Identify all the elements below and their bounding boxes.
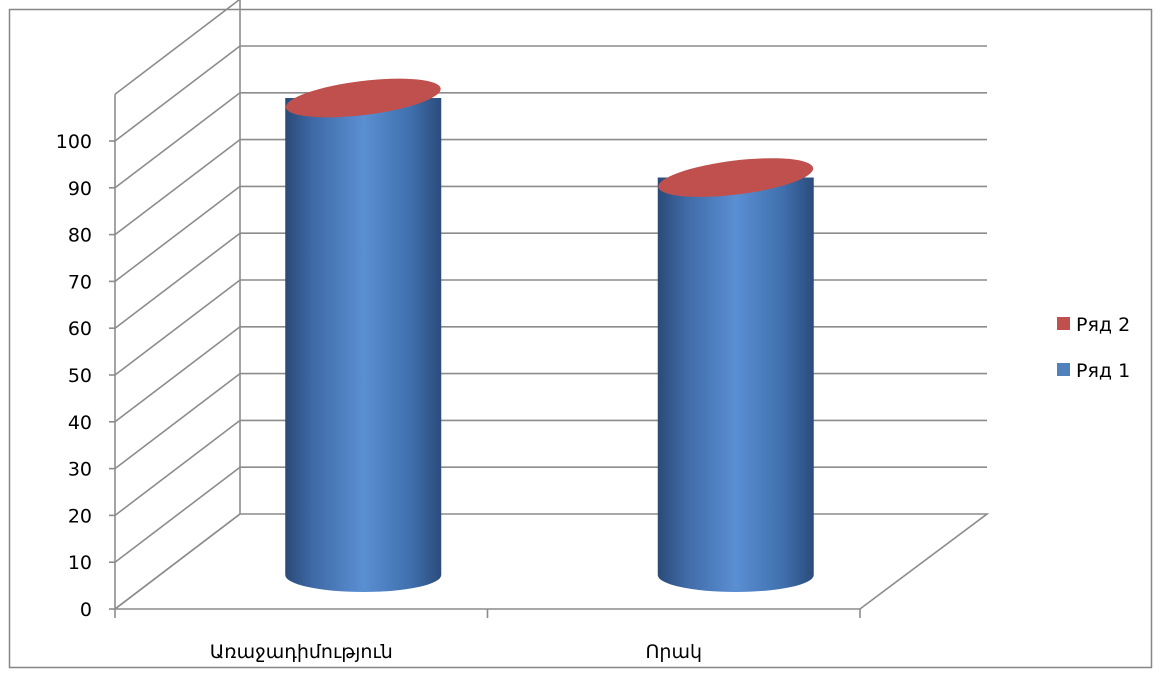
axes (109, 0, 990, 618)
bars (285, 78, 814, 592)
legend: Ряд 2 Ряд 1 (1057, 314, 1130, 382)
legend-item: Ряд 2 (1057, 314, 1130, 336)
y-tick-label: 10 (68, 552, 92, 574)
y-tick-label: 90 (68, 178, 92, 200)
y-tick-label: 70 (68, 271, 92, 293)
gridline-diagonal (114, 0, 241, 95)
x-category-label: Որակ (646, 641, 703, 663)
gridline-diagonal (114, 92, 241, 189)
legend-swatch (1057, 317, 1070, 330)
gridline-diagonal (114, 185, 241, 283)
x-category-label: Առաջադիմություն (210, 641, 393, 663)
bar-top-cap (658, 158, 814, 197)
floor (112, 513, 990, 610)
gridline-diagonal (114, 279, 241, 376)
legend-label: Ряд 2 (1076, 314, 1130, 336)
legend-swatch (1057, 363, 1070, 376)
gridline-diagonal (114, 326, 241, 423)
legend-item: Ряд 1 (1057, 360, 1130, 382)
y-tick-label: 60 (68, 318, 92, 340)
y-tick-label: 100 (56, 131, 92, 153)
y-tick-label: 80 (68, 225, 92, 247)
gridline-diagonal (114, 138, 241, 236)
y-tick-label: 20 (68, 505, 92, 527)
y-tick-label: 40 (68, 412, 92, 434)
bar-top-cap (285, 78, 441, 118)
bar-1 (285, 78, 442, 592)
bar-body (657, 177, 814, 592)
legend-label: Ряд 1 (1076, 360, 1130, 382)
bar-body (285, 98, 442, 592)
gridline-diagonal (114, 45, 241, 142)
bar-2 (657, 158, 814, 592)
gridline-diagonal (114, 466, 241, 563)
y-tick-label: 30 (68, 459, 92, 481)
y-tick-label: 0 (80, 599, 92, 621)
labels: 0 10 20 30 40 50 60 70 80 90 100 Առաջադիմություն Որա… (56, 131, 702, 663)
y-tick-label: 50 (68, 365, 92, 387)
gridline-diagonal (114, 419, 241, 517)
gridline-diagonal (114, 372, 241, 470)
chart-border (8, 8, 1153, 669)
gridline-diagonal (114, 232, 241, 329)
